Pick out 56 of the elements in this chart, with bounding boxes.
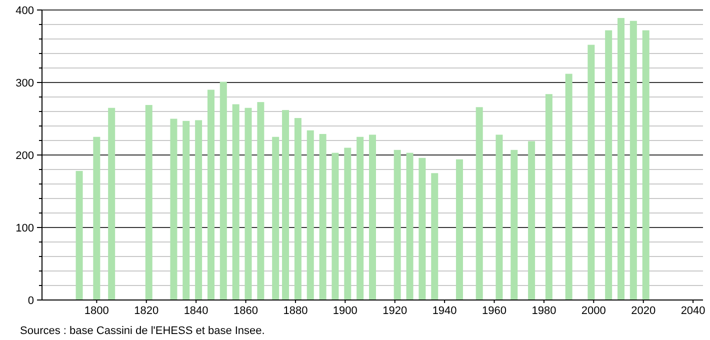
bar	[319, 134, 326, 300]
bar	[108, 108, 116, 300]
x-tick-label: 1860	[234, 305, 258, 317]
bar	[182, 120, 190, 300]
bar	[642, 30, 650, 300]
bar	[344, 148, 352, 300]
bar	[369, 134, 376, 300]
y-tick-label: 0	[28, 294, 34, 307]
bar	[145, 104, 152, 300]
bar	[282, 110, 290, 300]
bar	[294, 118, 302, 300]
bar	[630, 20, 637, 300]
x-tick-label: 1960	[482, 305, 507, 317]
x-tick-label: 1880	[283, 305, 308, 317]
bar	[306, 130, 314, 300]
bar	[545, 94, 552, 300]
bar	[565, 74, 572, 300]
source-note: Sources : base Cassini de l'EHESS et base Insee.	[20, 325, 265, 337]
bar	[496, 134, 503, 300]
x-tick-label: 1900	[332, 305, 358, 317]
y-tick-label: 100	[16, 222, 34, 234]
bar	[76, 170, 83, 300]
bar	[232, 104, 240, 300]
bar	[332, 152, 339, 300]
bar	[272, 136, 280, 300]
bar	[244, 108, 252, 300]
bar	[170, 118, 178, 300]
x-tick-label: 1940	[432, 305, 457, 317]
bar	[93, 136, 100, 300]
x-tick-label: 1840	[184, 305, 208, 317]
x-tick-label: 1820	[134, 305, 159, 317]
y-tick-label: 400	[16, 4, 34, 17]
bar	[431, 173, 438, 300]
bar	[195, 120, 202, 300]
x-tick-label: 2040	[680, 305, 706, 317]
bar	[356, 136, 364, 300]
x-tick-label: 2020	[631, 305, 656, 317]
bar	[510, 150, 518, 300]
x-tick-label: 1800	[84, 305, 109, 317]
bar	[406, 152, 414, 300]
bar	[476, 107, 483, 300]
bar	[394, 150, 401, 300]
bar	[220, 82, 227, 300]
bar	[588, 44, 595, 300]
bar	[617, 18, 624, 300]
bar	[207, 90, 214, 300]
bar	[418, 158, 426, 300]
x-tick-label: 1920	[382, 305, 408, 317]
bar	[257, 102, 264, 300]
y-tick-label: 300	[16, 77, 34, 90]
y-tick-label: 200	[16, 150, 34, 162]
x-tick-label: 2000	[581, 305, 606, 317]
bar	[605, 30, 612, 300]
x-tick-label: 1980	[532, 305, 556, 317]
bar	[456, 159, 463, 300]
bar	[528, 141, 536, 300]
